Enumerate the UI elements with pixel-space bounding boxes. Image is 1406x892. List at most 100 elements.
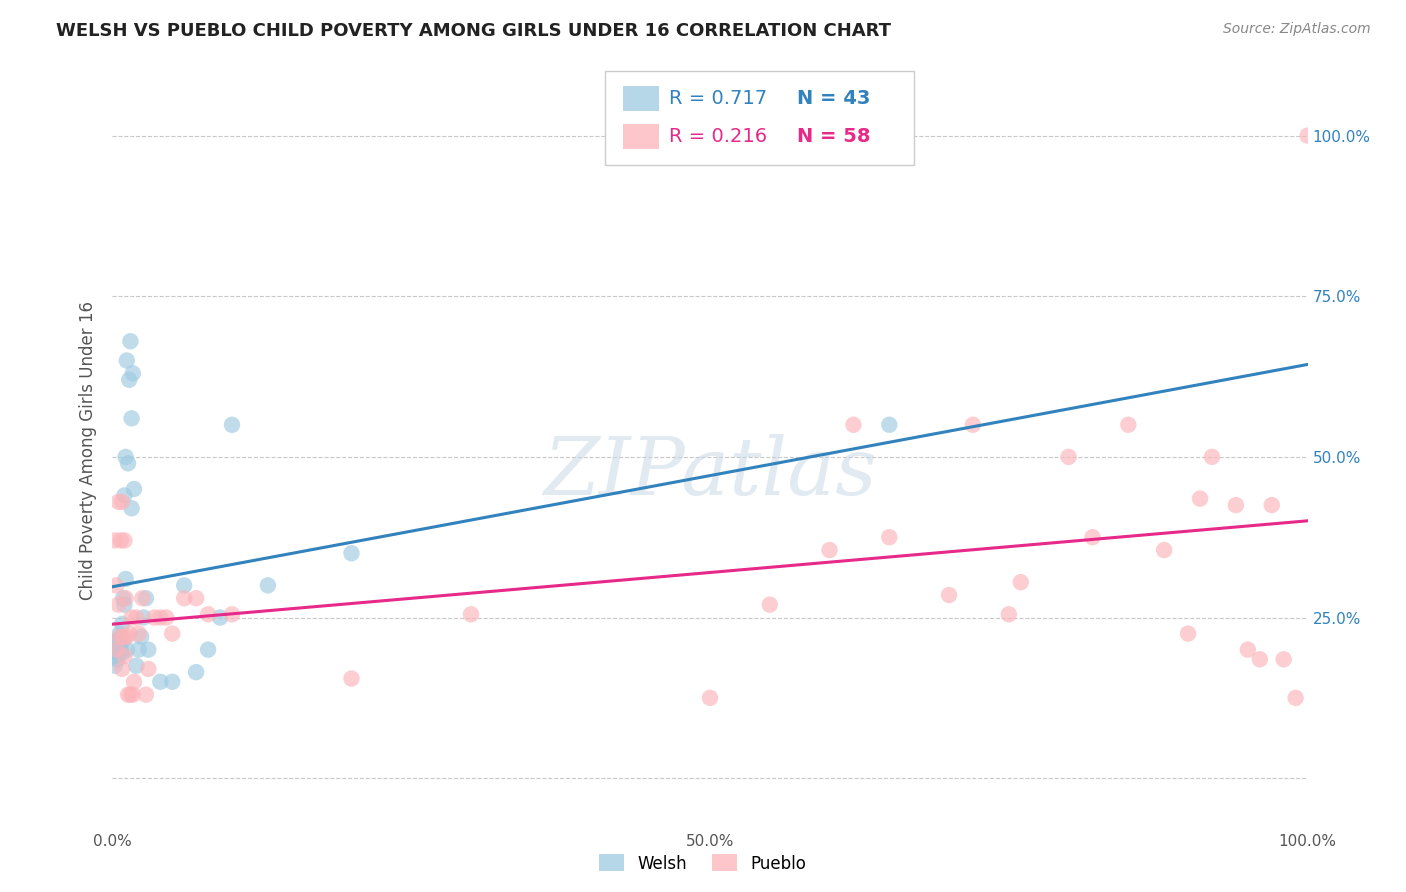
Point [104, 658, 127, 673]
Legend: Welsh, Pueblo: Welsh, Pueblo [593, 847, 813, 880]
Point [110, 533, 132, 548]
Point [1177, 626, 1199, 640]
Point [1225, 498, 1247, 512]
Point [340, 672, 363, 686]
Text: N = 43: N = 43 [797, 88, 870, 108]
Text: Source: ZipAtlas.com: Source: ZipAtlas.com [1223, 22, 1371, 37]
Text: N = 58: N = 58 [797, 127, 870, 146]
Point [115, 353, 138, 368]
Point [155, 610, 177, 624]
Point [759, 598, 782, 612]
Point [162, 626, 183, 640]
Point [1189, 491, 1212, 506]
Point [108, 640, 131, 654]
Point [938, 588, 960, 602]
Point [122, 482, 145, 496]
Point [114, 533, 135, 548]
Point [117, 456, 139, 470]
Point [114, 572, 136, 586]
Point [149, 674, 172, 689]
Point [120, 334, 142, 349]
Point [118, 626, 141, 640]
Point [121, 367, 143, 381]
Point [143, 610, 166, 624]
Point [125, 658, 148, 673]
Point [108, 626, 131, 640]
Point [257, 578, 280, 592]
Point [111, 495, 134, 509]
Point [221, 417, 243, 432]
Point [1237, 642, 1260, 657]
Point [114, 598, 135, 612]
Text: R = 0.216: R = 0.216 [669, 127, 768, 146]
Point [221, 607, 243, 622]
Point [114, 488, 135, 502]
Point [1201, 450, 1223, 464]
Point [1153, 543, 1175, 558]
Point [1057, 450, 1080, 464]
Point [162, 674, 183, 689]
Point [128, 626, 150, 640]
Point [105, 633, 128, 648]
Point [998, 607, 1021, 622]
Point [112, 630, 135, 644]
Point [121, 501, 143, 516]
Point [1296, 128, 1319, 143]
Point [111, 616, 134, 631]
Point [842, 417, 865, 432]
Point [131, 591, 153, 606]
Point [879, 417, 901, 432]
Point [114, 649, 135, 664]
Point [118, 373, 141, 387]
Point [186, 591, 208, 606]
Point [186, 665, 208, 680]
Point [121, 411, 143, 425]
Point [107, 646, 129, 660]
Point [962, 417, 984, 432]
Point [117, 688, 139, 702]
Point [112, 591, 135, 606]
Point [1010, 575, 1032, 590]
Point [105, 649, 128, 664]
Point [115, 630, 138, 644]
Point [132, 610, 155, 624]
Point [135, 688, 157, 702]
Point [121, 688, 143, 702]
Point [105, 642, 128, 657]
Point [879, 530, 901, 544]
Point [135, 591, 157, 606]
Point [125, 610, 148, 624]
Point [107, 636, 129, 650]
Point [1272, 652, 1295, 666]
Point [173, 591, 195, 606]
Point [818, 543, 841, 558]
Text: WELSH VS PUEBLO CHILD POVERTY AMONG GIRLS UNDER 16 CORRELATION CHART: WELSH VS PUEBLO CHILD POVERTY AMONG GIRL… [56, 22, 891, 40]
Point [114, 591, 136, 606]
Point [108, 630, 131, 644]
Point [111, 662, 134, 676]
Text: R = 0.717: R = 0.717 [669, 88, 768, 108]
Point [340, 546, 363, 560]
Point [107, 495, 129, 509]
Point [1081, 530, 1104, 544]
Point [128, 642, 150, 657]
Point [197, 642, 219, 657]
Point [122, 674, 145, 689]
Point [121, 610, 143, 624]
Point [173, 578, 195, 592]
Point [110, 642, 132, 657]
Y-axis label: Child Poverty Among Girls Under 16: Child Poverty Among Girls Under 16 [79, 301, 97, 600]
Point [138, 662, 160, 676]
Point [129, 630, 152, 644]
Point [1118, 417, 1140, 432]
Point [1285, 690, 1308, 705]
Point [699, 690, 721, 705]
Point [112, 633, 135, 648]
Point [1249, 652, 1271, 666]
Point [115, 642, 138, 657]
Point [111, 646, 134, 660]
Point [105, 578, 128, 592]
Point [120, 688, 142, 702]
Point [105, 652, 128, 666]
Point [114, 450, 136, 464]
